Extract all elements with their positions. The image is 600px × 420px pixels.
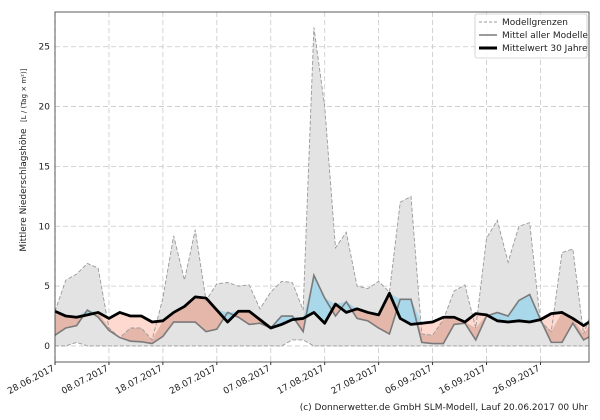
x-ticks: 28.06.2017 08.07.2017 18.07.2017 28.07.2017…	[6, 362, 542, 397]
x-tick-label: 06.09.2017	[384, 364, 434, 397]
y-tick-label: 20	[39, 103, 51, 113]
y-axis-unit: [L / (Tag × m²)]	[20, 68, 28, 122]
legend-label-climate-mean: Mittelwert 30 Jahre	[502, 44, 588, 54]
above-normal-area	[55, 275, 589, 329]
model-mean-line	[55, 272, 589, 345]
y-tick-label: 25	[39, 43, 50, 53]
upper-bound-line	[55, 27, 589, 341]
legend: Modellgrenzen Mittel aller Modelle Mitte…	[474, 13, 588, 59]
x-tick-label: 27.08.2017	[330, 364, 380, 397]
x-tick-label: 18.07.2017	[114, 364, 164, 397]
lines	[55, 27, 589, 347]
lower-bound-line	[55, 339, 589, 347]
x-tick-label: 08.07.2017	[60, 364, 110, 397]
legend-label-model-mean: Mittel aller Modelle	[502, 31, 588, 41]
climate-mean-line	[55, 291, 589, 330]
y-tick-label: 0	[44, 342, 50, 352]
x-tick-label: 28.07.2017	[168, 364, 218, 397]
x-tick-label: 07.08.2017	[222, 364, 272, 397]
x-tick-label: 17.08.2017	[276, 364, 326, 397]
y-tick-label: 5	[44, 282, 50, 292]
plot-frame	[54, 11, 590, 363]
copyright-footer: (c) Donnerwetter.de GmbH SLM-Modell, Lau…	[299, 403, 588, 413]
x-tick-label: 26.09.2017	[492, 364, 542, 397]
areas	[55, 27, 589, 346]
model-range-area	[55, 27, 589, 346]
legend-box	[474, 13, 588, 59]
y-axis-label: Mittlere Niederschlagshöhe [L / (Tag × m…	[19, 68, 29, 251]
y-tick-label: 10	[39, 222, 51, 232]
x-tick-label: 16.09.2017	[438, 364, 488, 397]
y-tick-label: 15	[39, 162, 50, 172]
y-ticks: 0 5 10 15 20 25	[39, 43, 51, 352]
x-tick-label: 28.06.2017	[6, 364, 56, 397]
legend-label-bounds: Modellgrenzen	[502, 18, 568, 28]
y-axis-title: Mittlere Niederschlagshöhe	[19, 128, 29, 252]
